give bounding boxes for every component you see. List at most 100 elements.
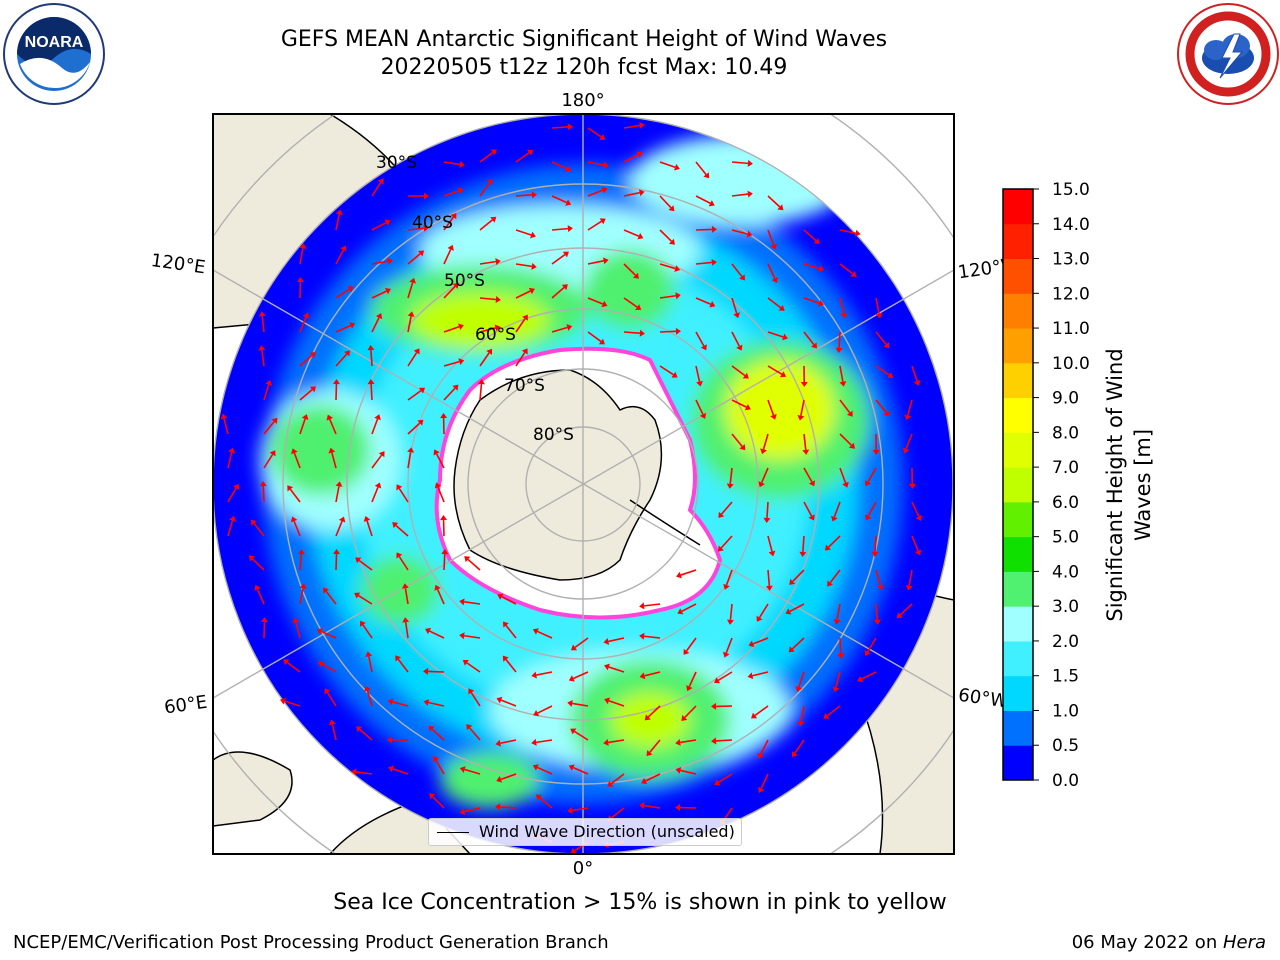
- wind-wave-arrow-shaft: [501, 596, 517, 605]
- wind-wave-arrow-head: [464, 556, 471, 563]
- wind-wave-arrow-shaft: [356, 771, 373, 775]
- colorbar-tick-label: 2.0: [1052, 632, 1079, 652]
- wind-wave-arrow-head: [254, 584, 261, 591]
- wind-wave-arrow-head: [700, 344, 707, 351]
- wind-wave-arrow-shaft: [574, 637, 589, 649]
- wind-wave-arrow-head: [872, 449, 880, 455]
- wind-wave-arrow-shaft: [623, 331, 641, 334]
- wind-wave-arrow-head: [527, 149, 534, 156]
- wind-wave-arrow-shaft: [358, 559, 373, 571]
- wind-wave-arrow-head: [675, 804, 681, 812]
- wind-wave-arrow-shaft: [431, 728, 445, 741]
- wind-wave-arrow-head: [711, 737, 717, 745]
- wind-wave-arrow-shaft: [499, 806, 517, 809]
- wind-wave-arrow-shaft: [467, 558, 481, 571]
- wind-wave-arrow-head: [565, 199, 572, 206]
- wind-wave-arrow-shaft: [407, 352, 418, 367]
- wind-wave-arrow-shaft: [608, 637, 625, 643]
- wind-wave-arrow-head: [425, 627, 432, 635]
- wind-wave-arrow-head: [495, 803, 501, 811]
- wind-wave-arrow-head: [423, 224, 429, 232]
- madagascar-landmass: [213, 751, 293, 827]
- wind-wave-arrow-head: [854, 229, 861, 237]
- wind-wave-arrow-head: [497, 593, 504, 600]
- wind-wave-arrow-head: [395, 655, 402, 662]
- wind-wave-arrow-head: [768, 550, 776, 557]
- wind-wave-arrow-head: [839, 381, 847, 387]
- wind-wave-arrow-shaft: [731, 229, 748, 235]
- wind-wave-arrow-shaft: [803, 467, 813, 483]
- wind-wave-arrow-head: [668, 205, 675, 212]
- wind-wave-arrow-head: [711, 702, 717, 710]
- wind-wave-arrow-shaft: [551, 195, 567, 204]
- wind-wave-arrow-shaft: [720, 501, 733, 515]
- wind-wave-arrow-head: [459, 766, 466, 773]
- sea-ice-note: Sea Ice Concentration > 15% is shown in …: [333, 890, 947, 915]
- wind-wave-arrow-head: [915, 514, 922, 521]
- wind-wave-arrow-shaft: [695, 399, 704, 415]
- colorbar-label-line2: Waves [m]: [1131, 429, 1155, 541]
- wind-wave-arrow-head: [459, 598, 465, 606]
- wind-wave-arrow-shaft: [659, 365, 674, 376]
- colorbar-swatch: [1003, 397, 1033, 433]
- wind-wave-arrow-shaft: [515, 318, 526, 333]
- wind-wave-arrow-shaft: [261, 350, 265, 367]
- colorbar-swatch: [1003, 223, 1033, 260]
- wind-wave-arrow-head: [258, 311, 266, 317]
- wind-wave-arrow-shaft: [443, 190, 460, 197]
- wind-wave-arrow-head: [502, 621, 509, 628]
- wind-wave-arrow-shaft: [659, 195, 672, 209]
- wind-wave-arrow-head: [440, 413, 448, 419]
- wind-wave-arrow-head: [367, 345, 375, 351]
- colorbar-swatch: [1003, 501, 1033, 538]
- wind-wave-arrow-shaft: [587, 189, 604, 197]
- wind-wave-arrow-shaft: [479, 151, 494, 163]
- wind-wave-arrow-head: [317, 661, 324, 668]
- wind-wave-arrow-head: [818, 265, 825, 272]
- wind-wave-arrow-head: [440, 515, 448, 521]
- wind-wave-arrow-shaft: [404, 588, 409, 605]
- map-subtitle: 20220505 t12z 120h fcst Max: 10.49: [380, 55, 788, 80]
- wind-wave-arrow-shaft: [867, 467, 877, 483]
- wind-wave-arrow-shaft: [725, 637, 733, 654]
- wind-wave-arrow-shaft: [479, 219, 493, 231]
- wind-wave-arrow-head: [739, 444, 746, 451]
- wind-wave-arrow-head: [883, 342, 890, 349]
- wind-wave-arrow-shaft: [731, 161, 749, 165]
- wind-wave-arrow-head: [675, 292, 681, 300]
- wind-wave-arrow-head: [603, 638, 610, 645]
- wind-wave-arrow-head: [374, 482, 382, 489]
- wind-wave-arrow-head: [823, 712, 830, 719]
- wind-wave-arrow-shaft: [326, 692, 337, 707]
- wind-wave-arrow-shaft: [875, 399, 887, 413]
- wind-wave-arrow-head: [429, 793, 436, 800]
- wind-wave-arrow-shaft: [551, 161, 567, 170]
- wind-wave-arrow-shaft: [833, 501, 841, 518]
- wind-wave-arrow-head: [259, 481, 267, 487]
- lon-label-120e: 120°E: [150, 250, 207, 278]
- wind-wave-arrow-head: [392, 522, 399, 529]
- wind-wave-arrow-head: [782, 333, 788, 341]
- wind-wave-arrow-head: [758, 786, 765, 793]
- wind-wave-arrow-head: [486, 179, 493, 186]
- wind-wave-arrow-shaft: [505, 624, 517, 639]
- wind-wave-arrow-shaft: [370, 349, 373, 367]
- wind-wave-arrow-shaft: [335, 249, 345, 265]
- lat-label-30s: 30°S: [376, 153, 417, 173]
- wind-wave-arrow-shaft: [443, 553, 446, 571]
- wind-wave-arrow-shaft: [371, 454, 383, 469]
- wind-wave-arrow-shaft: [731, 331, 741, 347]
- wind-wave-arrow-head: [635, 304, 642, 310]
- wind-wave-arrow-shaft: [407, 227, 424, 231]
- wind-wave-arrow-shaft: [649, 739, 661, 753]
- wind-wave-arrow-head: [452, 384, 459, 391]
- wind-wave-arrow-shaft: [464, 634, 481, 639]
- wind-wave-arrow-head: [329, 719, 336, 726]
- wind-wave-arrow-head: [840, 312, 848, 319]
- wind-wave-arrow-head: [531, 738, 537, 746]
- wind-wave-arrow-head: [292, 617, 300, 624]
- wind-wave-arrow-head: [468, 688, 475, 695]
- wind-wave-arrow-head: [850, 271, 857, 277]
- wind-wave-arrow-shaft: [407, 422, 421, 435]
